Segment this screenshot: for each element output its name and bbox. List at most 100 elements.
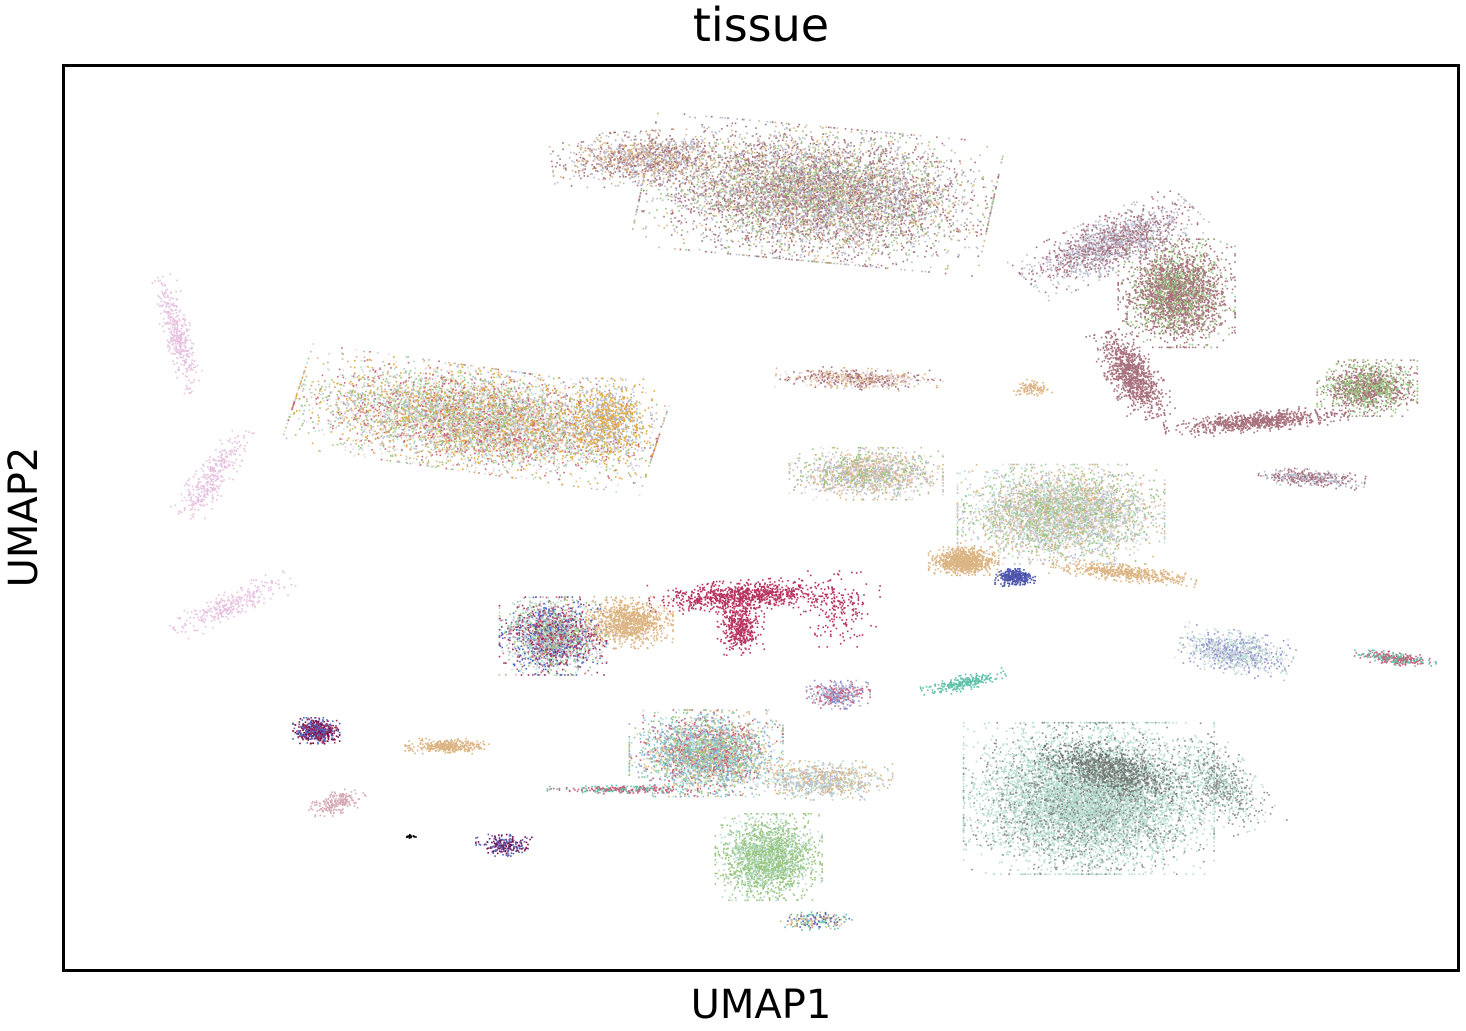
scatter-point [735, 131, 737, 133]
scatter-point [929, 195, 931, 197]
scatter-point [648, 153, 650, 155]
scatter-point [732, 212, 734, 214]
scatter-point [608, 147, 610, 149]
scatter-point [782, 139, 784, 141]
scatter-point [706, 115, 708, 117]
scatter-point [807, 174, 809, 176]
scatter-point [949, 236, 951, 238]
scatter-point [593, 156, 595, 158]
scatter-point [707, 151, 709, 153]
scatter-point [589, 148, 591, 150]
scatter-point [658, 152, 660, 154]
scatter-point [896, 189, 898, 191]
scatter-point [735, 178, 737, 180]
scatter-point [729, 163, 731, 165]
scatter-point [855, 198, 857, 200]
scatter-point [681, 230, 683, 232]
scatter-point [598, 179, 600, 181]
scatter-point [938, 241, 940, 243]
scatter-point [705, 160, 707, 162]
scatter-point [577, 161, 579, 163]
scatter-point [796, 218, 798, 220]
scatter-point [878, 245, 880, 247]
scatter-point [679, 205, 681, 207]
scatter-point [675, 166, 677, 168]
scatter-point [664, 186, 666, 188]
scatter-point [640, 185, 642, 187]
scatter-point [749, 214, 751, 216]
scatter-point [863, 141, 865, 143]
scatter-point [888, 141, 890, 143]
scatter-point [613, 173, 615, 175]
scatter-point [728, 140, 730, 142]
scatter-point [878, 248, 880, 250]
scatter-point [821, 239, 823, 241]
scatter-point [932, 191, 934, 193]
scatter-point [682, 150, 684, 152]
scatter-point [836, 199, 838, 201]
scatter-point [625, 176, 627, 178]
scatter-point [784, 149, 786, 151]
scatter-point [733, 144, 735, 146]
scatter-point [727, 160, 729, 162]
scatter-point [862, 130, 864, 132]
scatter-point [876, 224, 878, 226]
scatter-point [622, 140, 624, 142]
scatter-point [623, 183, 625, 185]
scatter-point [639, 195, 641, 197]
scatter-point [920, 135, 922, 137]
scatter-point [674, 230, 676, 232]
scatter-point [648, 168, 650, 170]
scatter-point [731, 219, 733, 221]
scatter-point [660, 193, 662, 195]
scatter-point [856, 241, 858, 243]
scatter-point [687, 194, 689, 196]
scatter-point [666, 174, 668, 176]
scatter-point [619, 170, 621, 172]
scatter-point [665, 164, 667, 166]
scatter-point [774, 229, 776, 231]
scatter-point [792, 184, 794, 186]
scatter-point [889, 158, 891, 160]
scatter-point [618, 151, 620, 153]
scatter-point [839, 228, 841, 230]
scatter-point [838, 152, 840, 154]
scatter-point [646, 154, 648, 156]
scatter-point [752, 208, 754, 210]
scatter-point [552, 172, 554, 174]
scatter-point [839, 162, 841, 164]
scatter-point [755, 190, 757, 192]
scatter-point [927, 157, 929, 159]
scatter-point [722, 117, 724, 119]
scatter-point [708, 127, 710, 129]
scatter-point [669, 143, 671, 145]
scatter-point [924, 219, 926, 221]
scatter-point [605, 171, 607, 173]
scatter-point [637, 205, 639, 207]
scatter-point [730, 172, 732, 174]
scatter-point [673, 140, 675, 142]
scatter-point [651, 148, 653, 150]
scatter-point [957, 256, 959, 258]
scatter-point [939, 192, 941, 194]
scatter-point [706, 181, 708, 183]
scatter-point [851, 131, 853, 133]
scatter-point [829, 156, 831, 158]
scatter-point [683, 167, 685, 169]
scatter-point [840, 229, 842, 231]
scatter-point [930, 212, 932, 214]
scatter-point [878, 183, 880, 185]
scatter-point [691, 139, 693, 141]
scatter-point [569, 144, 571, 146]
scatter-point [797, 172, 799, 174]
scatter-point [630, 150, 632, 152]
scatter-point [748, 218, 750, 220]
scatter-point [957, 240, 959, 242]
scatter-point [753, 243, 755, 245]
scatter-point [805, 213, 807, 215]
scatter-point [730, 135, 732, 137]
scatter-point [613, 155, 615, 157]
scatter-point [719, 162, 721, 164]
scatter-point [828, 127, 830, 129]
scatter-point [619, 176, 621, 178]
